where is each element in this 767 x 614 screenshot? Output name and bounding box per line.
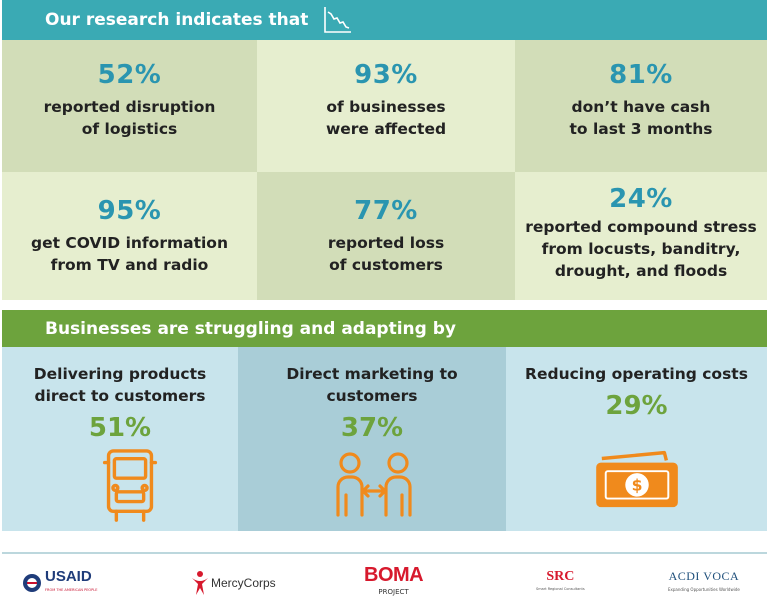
adapt-value: 51% bbox=[88, 413, 152, 443]
stat-cell-compound-stress: 24% reported compound stress from locust… bbox=[515, 172, 767, 300]
svg-text:$: $ bbox=[632, 476, 643, 495]
adapt-cell-reducing-costs: Reducing operating costs 29% $ bbox=[506, 347, 767, 531]
stat-description-line: to last 3 months bbox=[569, 120, 713, 138]
stat-description-line: don’t have cash bbox=[571, 98, 711, 116]
adapting-title: Businesses are struggling and adapting b… bbox=[45, 318, 456, 339]
src-name: SRC bbox=[546, 569, 575, 584]
adapt-title-line: direct to customers bbox=[34, 387, 206, 405]
adapt-value: 37% bbox=[340, 413, 404, 443]
stat-cell-covid-info: 95% get COVID information from TV and ra… bbox=[2, 172, 257, 300]
boma-logo: BOMA PROJECT bbox=[364, 563, 424, 603]
src-logo: SRC Smart Regional Consultants bbox=[536, 563, 585, 603]
stat-cell-businesses-affected: 93% of businesses were affected bbox=[257, 40, 515, 172]
stat-description-line: reported compound stress bbox=[525, 218, 757, 236]
cash-icon: $ bbox=[596, 450, 678, 508]
usaid-name: USAID bbox=[45, 567, 92, 585]
delivery-truck-icon bbox=[102, 449, 158, 522]
src-tagline: Smart Regional Consultants bbox=[536, 587, 585, 591]
stat-description-line: of customers bbox=[329, 256, 443, 274]
stats-grid: 52% reported disruption of logistics 93%… bbox=[2, 40, 767, 300]
adapt-value: 29% bbox=[605, 391, 668, 421]
adapt-title-line: Direct marketing to bbox=[286, 365, 458, 383]
boma-name: BOMA bbox=[364, 563, 424, 586]
stat-cell-cash: 81% don’t have cash to last 3 months bbox=[515, 40, 767, 172]
footer-divider bbox=[2, 552, 767, 554]
acdivoca-logo: ACDI VOCA Expanding Opportunities Worldw… bbox=[668, 563, 740, 603]
adapting-row: Delivering products direct to customers … bbox=[2, 347, 767, 531]
stat-description-line: from TV and radio bbox=[50, 256, 209, 274]
research-header: Our research indicates that bbox=[2, 0, 767, 40]
stat-value: 52% bbox=[97, 60, 162, 90]
stat-value: 95% bbox=[97, 196, 162, 226]
stat-value: 93% bbox=[354, 60, 418, 90]
stat-description-line: were affected bbox=[325, 120, 447, 138]
boma-sub: PROJECT bbox=[378, 587, 409, 596]
acdivoca-tagline: Expanding Opportunities Worldwide bbox=[668, 587, 740, 592]
stat-description-line: reported disruption bbox=[43, 98, 216, 116]
stat-value: 81% bbox=[609, 60, 673, 90]
adapt-title-line: customers bbox=[326, 387, 418, 405]
adapting-header: Businesses are struggling and adapting b… bbox=[2, 310, 767, 347]
adapt-title-line: Delivering products bbox=[33, 365, 207, 383]
usaid-tagline: FROM THE AMERICAN PEOPLE bbox=[45, 587, 98, 592]
stat-description-line: reported loss bbox=[327, 234, 445, 252]
stat-description-line: of logistics bbox=[81, 120, 178, 138]
mercycorps-name: MercyCorps bbox=[211, 576, 276, 590]
adapt-cell-delivery: Delivering products direct to customers … bbox=[2, 347, 238, 531]
adapt-cell-direct-marketing: Direct marketing to customers 37% bbox=[238, 347, 506, 531]
acdivoca-name: ACDI VOCA bbox=[668, 569, 740, 583]
mercycorps-logo: MercyCorps bbox=[190, 563, 276, 603]
stat-description-line: from locusts, banditry, bbox=[541, 240, 741, 258]
stat-description-line: get COVID information bbox=[31, 234, 228, 252]
stat-value: 24% bbox=[609, 184, 673, 214]
people-exchange-icon bbox=[336, 452, 412, 517]
mercycorps-figure-icon bbox=[192, 571, 208, 595]
research-title: Our research indicates that bbox=[45, 10, 309, 30]
stat-description-line: of businesses bbox=[326, 98, 446, 116]
usaid-logo: USAID FROM THE AMERICAN PEOPLE bbox=[22, 563, 97, 603]
adapt-title-line: Reducing operating costs bbox=[525, 365, 748, 383]
stat-value: 77% bbox=[354, 196, 418, 226]
usaid-seal-icon bbox=[23, 574, 41, 592]
declining-chart-icon bbox=[324, 7, 352, 33]
stat-description-line: drought, and floods bbox=[554, 262, 728, 280]
stat-cell-customers-lost: 77% reported loss of customers bbox=[257, 172, 515, 300]
stat-cell-logistics: 52% reported disruption of logistics bbox=[2, 40, 257, 172]
